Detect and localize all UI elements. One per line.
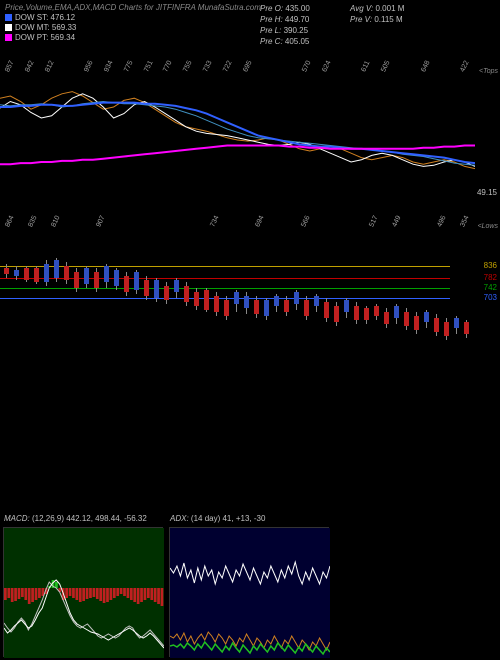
macd-svg (4, 528, 164, 658)
vol-block: Avg V: 0.001 MPre V: 0.115 M (350, 3, 404, 25)
macd-title: MACD: (12,26,9) 442.12, 498.44, -56.32 (4, 514, 147, 523)
adx-title: ADX: (14 day) 41, +13, -30 (170, 514, 265, 523)
candle-axis-label: <Lows (478, 223, 498, 230)
chart-title: Price,Volume,EMA,ADX,MACD Charts for JIT… (5, 3, 495, 12)
ohlc-block: Pre O: 435.00Pre H: 449.70Pre L: 390.25P… (260, 3, 310, 47)
ema-panel (0, 80, 500, 210)
ema-chart-svg (0, 80, 475, 210)
legend-item: DOW ST: 476.12 (5, 13, 495, 22)
legend-item: DOW PT: 569.34 (5, 33, 495, 42)
ema-top-axis: 8578428129569347757517707557337226955706… (0, 63, 475, 70)
ema-axis-label: <Tops (479, 68, 498, 75)
macd-panel: MACD: (12,26,9) 442.12, 498.44, -56.32 (3, 527, 163, 657)
adx-panel: ADX: (14 day) 41, +13, -30 (169, 527, 329, 657)
legend-item: DOW MT: 569.33 (5, 23, 495, 32)
candle-panel: 836782742703 (0, 240, 475, 370)
adx-svg (170, 528, 330, 658)
chart-header: Price,Volume,EMA,ADX,MACD Charts for JIT… (5, 3, 495, 42)
indicator-row: MACD: (12,26,9) 442.12, 498.44, -56.32 A… (3, 527, 497, 657)
ema-end-price: 49.15 (477, 188, 497, 197)
candle-top-axis: 864835810907734694566517449496354 (0, 218, 475, 225)
